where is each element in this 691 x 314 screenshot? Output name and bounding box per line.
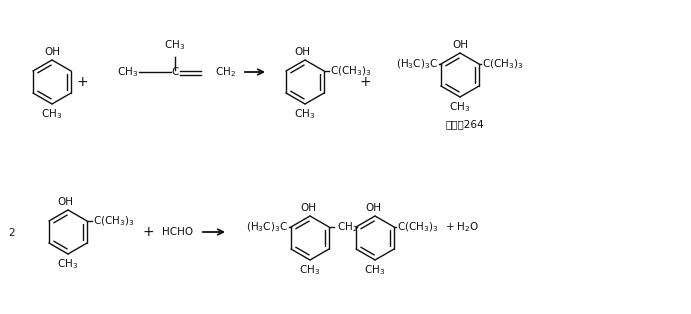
Text: CH$_2$: CH$_2$: [337, 220, 357, 234]
Text: CH$_3$: CH$_3$: [364, 263, 386, 277]
Text: 2: 2: [9, 228, 15, 238]
Text: C: C: [171, 67, 179, 77]
Text: C(CH$_3$)$_3$: C(CH$_3$)$_3$: [482, 57, 524, 71]
Text: OH: OH: [365, 203, 381, 213]
Text: +: +: [359, 75, 371, 89]
Text: (H$_3$C)$_3$C: (H$_3$C)$_3$C: [246, 220, 288, 234]
Text: 防老剂264: 防老剂264: [446, 119, 484, 129]
Text: C(CH$_3$)$_3$: C(CH$_3$)$_3$: [330, 64, 372, 78]
Text: CH$_3$: CH$_3$: [57, 257, 79, 271]
Text: OH: OH: [452, 40, 468, 50]
Text: CH$_3$: CH$_3$: [449, 100, 471, 114]
Text: + H$_2$O: + H$_2$O: [445, 220, 480, 234]
Text: CH$_3$: CH$_3$: [41, 107, 63, 121]
Text: +: +: [76, 75, 88, 89]
Text: OH: OH: [57, 197, 73, 207]
Text: CH$_3$: CH$_3$: [299, 263, 321, 277]
Text: (H$_3$C)$_3$C: (H$_3$C)$_3$C: [396, 57, 438, 71]
Text: OH: OH: [300, 203, 316, 213]
Text: +: +: [142, 225, 154, 239]
Text: CH$_3$: CH$_3$: [164, 38, 186, 52]
Text: HCHO: HCHO: [162, 227, 193, 237]
Text: CH$_2$: CH$_2$: [215, 65, 236, 79]
Text: OH: OH: [44, 47, 60, 57]
Text: C(CH$_3$)$_3$: C(CH$_3$)$_3$: [93, 214, 135, 228]
Text: CH$_3$: CH$_3$: [294, 107, 316, 121]
Text: C(CH$_3$)$_3$: C(CH$_3$)$_3$: [397, 220, 439, 234]
Text: CH$_3$: CH$_3$: [117, 65, 138, 79]
Text: OH: OH: [294, 47, 310, 57]
